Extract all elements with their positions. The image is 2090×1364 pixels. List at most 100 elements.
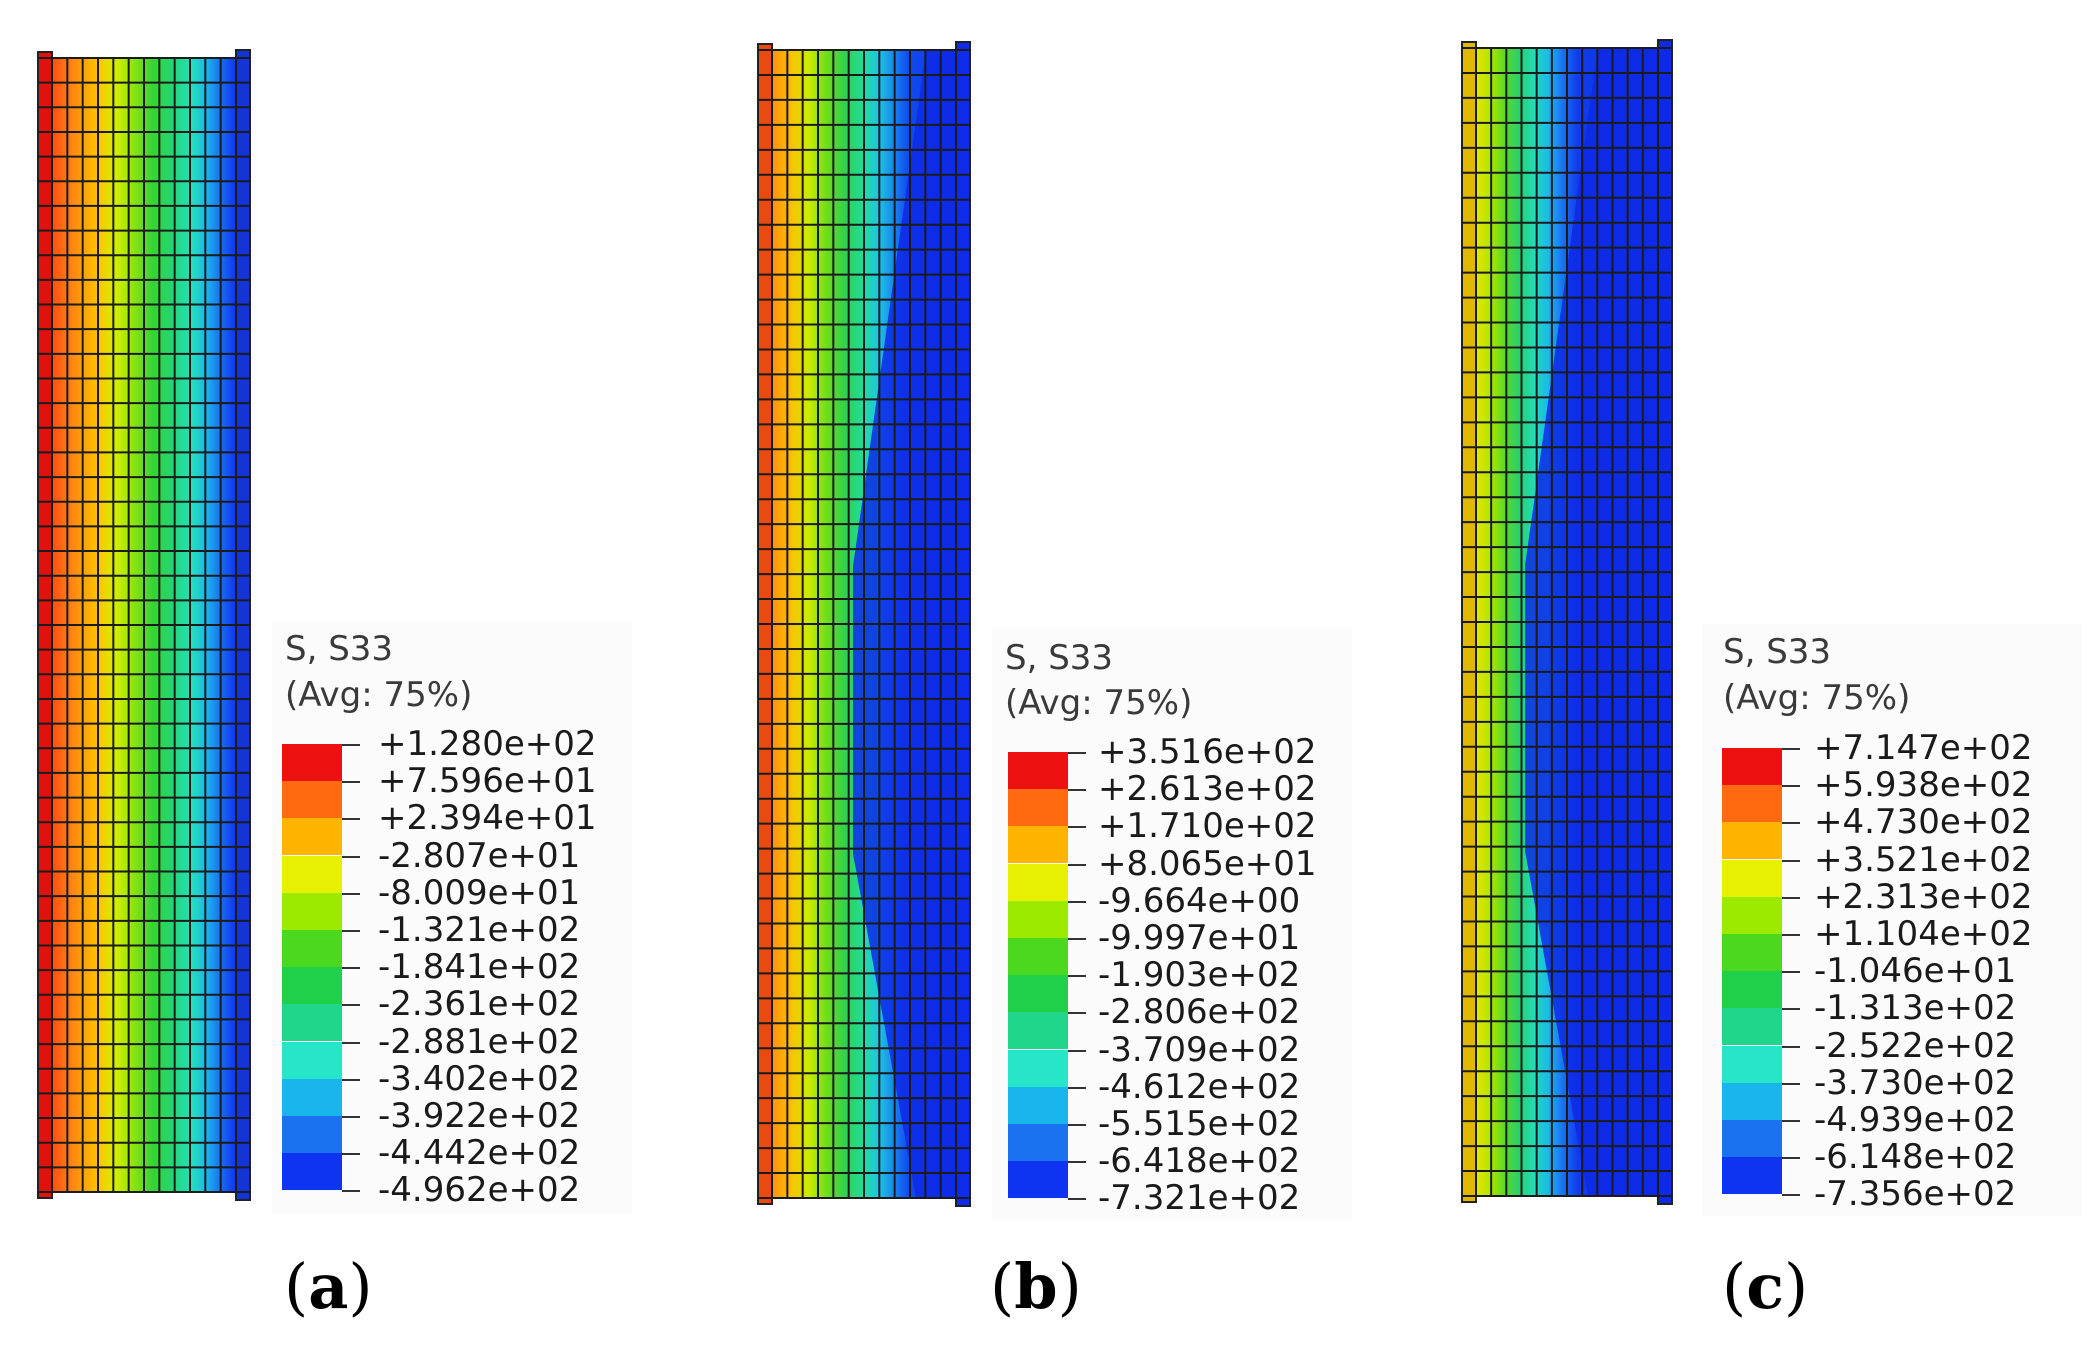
colorbar-tick [342,744,360,746]
colorbar-swatch [1722,934,1782,971]
legend-value: -1.321e+02 [378,910,581,950]
contour-beam-a [37,49,251,1201]
colorbar-tick [1068,1049,1086,1052]
legend-value: -6.148e+02 [1814,1137,2017,1178]
legend-field-c: S, S33 [1723,632,1832,672]
colorbar-tick [1782,1194,1800,1197]
legend-value: +1.104e+02 [1814,914,2033,954]
contour-beam-b [757,41,971,1207]
colorbar-tick [1782,1120,1800,1122]
colorbar-tick [1068,975,1086,978]
colorbar-tick [1068,900,1086,903]
colorbar-swatch [1722,1045,1782,1083]
colorbar-tick [1782,1008,1800,1011]
colorbar-swatch [1008,1012,1068,1050]
legend-value: +3.521e+02 [1814,839,2033,880]
legend-value: -4.442e+02 [378,1133,581,1174]
legend-value: +1.280e+02 [378,724,597,764]
colorbar-swatch [1722,822,1782,860]
legend-field-a: S, S33 [285,629,394,669]
legend-value: +1.710e+02 [1098,806,1317,847]
colorbar-tick [1068,863,1086,866]
caption-c: (c) [1722,1250,1809,1323]
colorbar-tick [1068,1086,1086,1089]
colorbar-tick [342,1078,360,1081]
colorbar-swatch [1722,971,1782,1009]
colorbar-tick [342,1190,360,1193]
legend-value: -5.515e+02 [1098,1104,1301,1144]
legend-value: -2.881e+02 [378,1021,581,1062]
colorbar-tick [342,967,360,970]
panel-a: S, S33 (Avg: 75%) (a) +1.280e+02 +7.596e+… [0,0,700,1364]
colorbar-tick [342,892,360,895]
contour-beam-c [1461,39,1673,1205]
colorbar-swatch [1722,1120,1782,1157]
colorbar-swatch [282,1153,342,1191]
colorbar-swatch [282,892,342,930]
colorbar-tick [1782,822,1800,825]
legend-value: -3.922e+02 [378,1096,581,1136]
colorbar-swatch [282,1004,342,1042]
legend-value: -8.009e+01 [378,872,581,913]
colorbar-swatch [1722,859,1782,897]
panel-c: S, S33 (Avg: 75%) (c) +7.147e+02 +5.938e+… [1420,0,2090,1364]
legend-value: -1.841e+02 [378,947,581,988]
colorbar-swatch [1008,1124,1068,1161]
colorbar-swatch [1008,826,1068,864]
legend-value: -3.402e+02 [378,1058,581,1099]
colorbar-tick [1068,1124,1086,1126]
legend-avg-b: (Avg: 75%) [1005,683,1193,723]
colorbar-tick [1068,826,1086,829]
colorbar-tick [342,855,360,858]
legend-value: -2.361e+02 [378,984,581,1025]
legend-value: +2.313e+02 [1814,876,2033,917]
legend-value: -1.313e+02 [1814,988,2017,1029]
legend-value: +7.147e+02 [1814,728,2033,768]
legend-value: +4.730e+02 [1814,802,2033,843]
legend-value: -4.612e+02 [1098,1066,1301,1107]
legend-value: -9.664e+00 [1098,880,1301,921]
legend-value: +3.516e+02 [1098,732,1317,772]
colorbar-tick [1782,859,1800,862]
colorbar-swatch [1008,1049,1068,1087]
legend-value: -3.709e+02 [1098,1029,1301,1070]
colorbar-swatch [282,1078,342,1116]
legend-value: -3.730e+02 [1814,1062,2017,1103]
legend-value: -4.939e+02 [1814,1100,2017,1140]
legend-value: +8.065e+01 [1098,843,1317,884]
colorbar-tick [342,930,360,932]
caption-b: (b) [990,1250,1082,1323]
legend-value: -1.046e+01 [1814,951,2017,992]
legend-value: -7.321e+02 [1098,1178,1301,1219]
colorbar-swatch [282,744,342,781]
legend-value: -1.903e+02 [1098,955,1301,996]
colorbar-tick [1782,785,1800,788]
colorbar-tick [1068,938,1086,940]
legend-value: -7.356e+02 [1814,1174,2017,1215]
colorbar-tick [1782,934,1800,936]
colorbar-swatch [282,781,342,819]
colorbar-swatch [282,1041,342,1079]
colorbar-swatch [1008,1086,1068,1124]
colorbar-swatch [1722,748,1782,785]
colorbar-tick [342,1116,360,1118]
colorbar-tick [342,1041,360,1044]
colorbar-tick [1782,971,1800,974]
colorbar-tick [1782,1082,1800,1085]
legend-value: -2.522e+02 [1814,1025,2017,1066]
legend-value: -9.997e+01 [1098,918,1301,958]
colorbar-swatch [1008,752,1068,789]
colorbar-swatch [1722,1082,1782,1120]
colorbar-swatch [282,930,342,967]
legend-value: -6.418e+02 [1098,1141,1301,1182]
colorbar-tick [342,1004,360,1007]
colorbar-swatch [1722,785,1782,823]
colorbar-swatch [1722,896,1782,934]
colorbar-tick [342,781,360,784]
colorbar-tick [1782,1157,1800,1160]
colorbar-swatch [1008,1161,1068,1199]
colorbar-swatch [282,967,342,1005]
colorbar-swatch [1008,975,1068,1013]
colorbar-tick [1068,1012,1086,1015]
colorbar-swatch [282,1116,342,1153]
